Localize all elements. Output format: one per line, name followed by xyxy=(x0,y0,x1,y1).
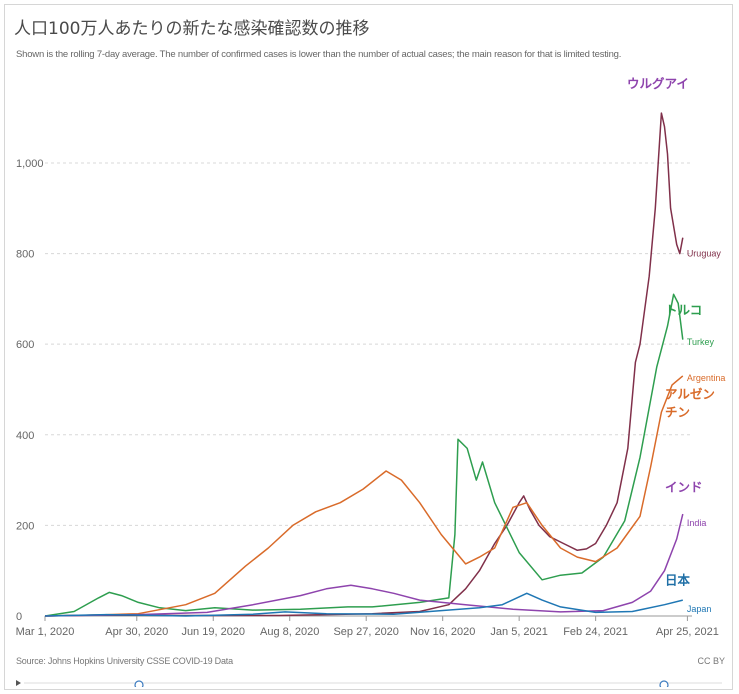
series-annotation-argentina: アルゼンチン xyxy=(665,387,715,420)
chart-frame xyxy=(4,4,733,690)
y-tick-label: 0 xyxy=(16,611,22,623)
x-tick-label: Apr 30, 2020 xyxy=(105,626,168,638)
timeline-slider[interactable] xyxy=(14,679,724,687)
chart-title: 人口100万人あたりの新たな感染確認数の推移 xyxy=(14,19,370,39)
series-line-argentina[interactable] xyxy=(44,375,684,617)
grid-lines xyxy=(45,162,692,617)
series-annotation-india: インド xyxy=(665,479,703,494)
series-annotation-japan: 日本 xyxy=(665,572,691,587)
series-annotation-turkey: トルコ xyxy=(665,303,702,318)
series-line-turkey[interactable] xyxy=(44,293,684,617)
x-tick-label: Mar 1, 2020 xyxy=(16,626,75,638)
y-axis: 0 200 400 600 800 1,000 xyxy=(16,158,44,623)
license-link[interactable]: CC BY xyxy=(697,656,725,666)
y-tick-label: 600 xyxy=(16,339,34,351)
y-tick-label: 1,000 xyxy=(16,158,44,170)
y-tick-label: 400 xyxy=(16,430,34,442)
series-label-turkey: Turkey xyxy=(687,337,715,347)
x-tick-label: Apr 25, 2021 xyxy=(656,626,719,638)
timeline-start-handle[interactable] xyxy=(134,680,144,687)
x-tick-label: Feb 24, 2021 xyxy=(563,626,628,638)
series-lines xyxy=(44,112,684,617)
source-note: Source: Johns Hopkins University CSSE CO… xyxy=(16,656,233,666)
chart-subtitle: Shown is the rolling 7-day average. The … xyxy=(16,49,622,60)
series-line-japan[interactable] xyxy=(44,592,683,617)
series-line-india[interactable] xyxy=(44,513,684,617)
series-labels: Uruguay ウルグアイ Turkey トルコ Argentina アルゼンチン Indi… xyxy=(627,76,725,614)
series-label-japan: Japan xyxy=(687,604,712,614)
series-annotation-uruguay: ウルグアイ xyxy=(627,76,689,91)
y-tick-label: 800 xyxy=(16,249,34,261)
x-tick-label: Jun 19, 2020 xyxy=(181,626,245,638)
x-tick-label: Nov 16, 2020 xyxy=(410,626,475,638)
x-axis: Mar 1, 2020 Apr 30, 2020 Jun 19, 2020 Aug 8… xyxy=(16,616,719,638)
x-tick-label: Aug 8, 2020 xyxy=(260,626,319,638)
timeline-end-handle[interactable] xyxy=(659,680,669,687)
series-line-uruguay[interactable] xyxy=(44,112,684,617)
y-tick-label: 200 xyxy=(16,520,34,532)
series-label-india: India xyxy=(687,518,707,528)
play-icon[interactable] xyxy=(16,680,21,686)
series-label-argentina: Argentina xyxy=(687,373,726,383)
series-label-uruguay: Uruguay xyxy=(687,249,722,259)
x-tick-label: Sep 27, 2020 xyxy=(333,626,398,638)
x-tick-label: Jan 5, 2021 xyxy=(490,626,548,638)
